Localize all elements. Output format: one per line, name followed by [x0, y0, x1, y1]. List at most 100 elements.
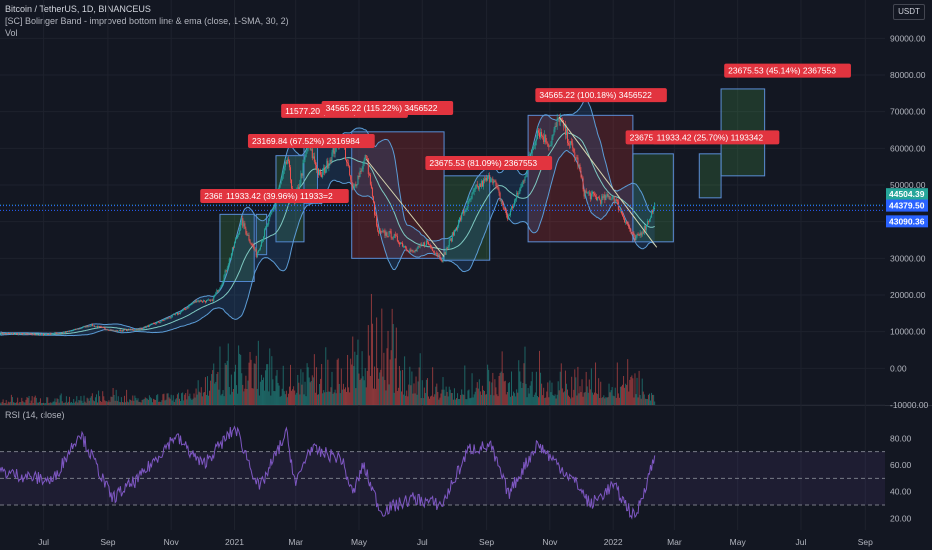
candle-body [377, 225, 379, 231]
volume-bar [170, 394, 172, 405]
volume-bar [32, 402, 34, 405]
volume-bar [498, 375, 500, 405]
volume-bar [75, 401, 77, 405]
candle-body [257, 250, 259, 253]
volume-bar [138, 401, 140, 405]
volume-bar [112, 387, 114, 405]
candle-body [117, 330, 119, 332]
candle-body [410, 249, 412, 252]
candle-body [591, 191, 593, 194]
currency-button[interactable]: USDT [893, 4, 925, 20]
volume-bar [273, 390, 275, 405]
volume-bar [35, 397, 37, 405]
volume-bar [240, 354, 242, 405]
candle-body [250, 243, 252, 245]
candle-body [121, 330, 123, 332]
candle-body [525, 174, 527, 177]
volume-bar [648, 393, 650, 405]
volume-bar [530, 381, 532, 405]
candle-body [186, 307, 188, 310]
volume-bar [291, 390, 293, 405]
volume-bar [229, 394, 231, 405]
candle-body [586, 192, 588, 194]
volume-legend[interactable]: Vol [5, 28, 18, 38]
candle-body [197, 300, 199, 302]
candle-body [109, 329, 111, 331]
volume-bar [269, 348, 271, 405]
volume-bar [93, 401, 95, 405]
volume-bar [135, 397, 137, 405]
volume-bar [272, 379, 274, 405]
volume-bar [444, 395, 446, 405]
volume-bar [21, 397, 23, 405]
candle-body [375, 214, 377, 216]
volume-bar [49, 402, 51, 405]
volume-bar [516, 389, 518, 405]
volume-bar [514, 393, 516, 405]
candle-body [79, 328, 81, 330]
candle-body [508, 215, 510, 217]
candle-body [285, 161, 287, 164]
volume-bar [611, 387, 613, 405]
volume-bar [127, 401, 129, 405]
candle-body [605, 196, 607, 201]
volume-bar [58, 402, 60, 405]
volume-bar [330, 387, 332, 405]
candle-body [506, 215, 508, 219]
candle-body [572, 143, 574, 148]
volume-bar [337, 358, 339, 405]
candle-body [165, 318, 167, 320]
candle-body [426, 240, 428, 243]
candle-body [62, 332, 64, 334]
volume-bar [225, 364, 227, 405]
candle-body [104, 327, 106, 329]
volume-bar [481, 385, 483, 405]
volume-bar [236, 385, 238, 405]
candle-body [274, 204, 276, 209]
volume-bar [347, 354, 349, 405]
candle-body [389, 231, 391, 233]
rsi-legend[interactable]: RSI (14, close) [5, 410, 65, 420]
volume-bar [543, 387, 545, 405]
candle-body [635, 236, 637, 241]
volume-bar [479, 391, 481, 405]
candle-body [582, 178, 584, 190]
candle-body [201, 301, 203, 303]
candle-body [457, 226, 459, 230]
volume-bar [600, 381, 602, 405]
volume-bar [386, 348, 388, 405]
indicator-legend[interactable]: [SC] Bolinger Band - improved bottom lin… [5, 16, 289, 26]
volume-bar [567, 389, 569, 405]
candle-body [503, 207, 505, 210]
volume-bar [416, 394, 418, 405]
volume-bar [303, 394, 305, 405]
candle-body [75, 328, 77, 330]
candle-body [192, 302, 194, 304]
candle-body [218, 289, 220, 292]
candle-body [73, 329, 75, 331]
candle-body [143, 326, 145, 329]
volume-bar [448, 386, 450, 405]
volume-bar [377, 368, 379, 405]
candle-body [466, 208, 468, 210]
volume-bar [475, 387, 477, 405]
volume-bar [439, 397, 441, 405]
volume-bar [492, 372, 494, 405]
candle-body [575, 157, 577, 159]
volume-bar [512, 395, 514, 405]
volume-bar [168, 397, 170, 405]
position-label-bg [652, 130, 780, 145]
candle-body [650, 217, 652, 220]
volume-bar [187, 389, 189, 405]
candle-body [71, 330, 73, 332]
volume-bar [316, 394, 318, 405]
volume-bar [165, 399, 167, 405]
candle-body [127, 329, 129, 331]
volume-bar [134, 395, 136, 405]
candle-body [0, 334, 1, 336]
candle-body [273, 208, 275, 210]
volume-bar [642, 391, 644, 405]
long-position-box [698, 153, 722, 199]
candle-body [627, 223, 629, 225]
